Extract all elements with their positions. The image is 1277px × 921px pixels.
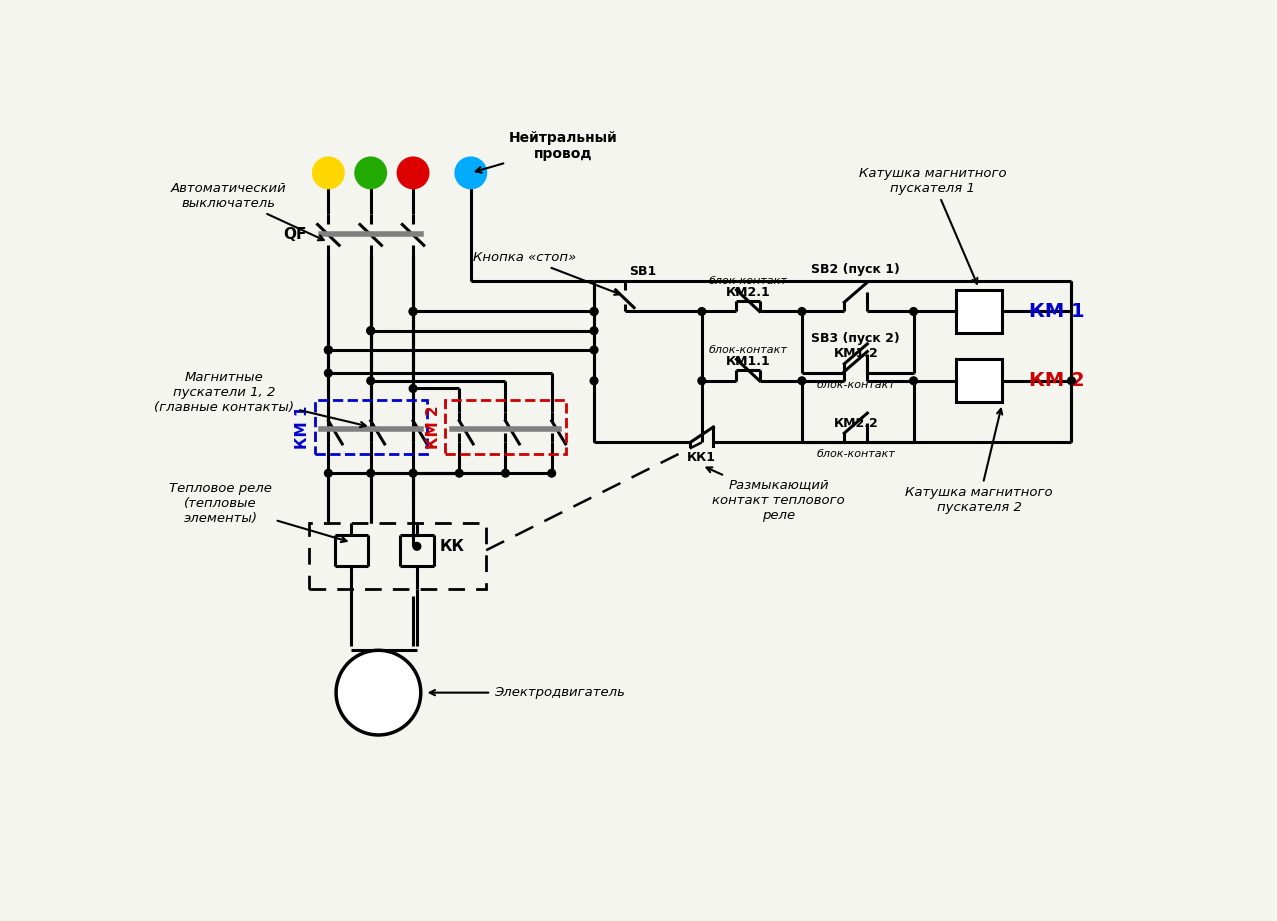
Circle shape: [409, 308, 416, 315]
Circle shape: [313, 157, 344, 188]
Text: КК1: КК1: [687, 451, 716, 464]
Circle shape: [355, 157, 386, 188]
Circle shape: [409, 470, 416, 477]
Circle shape: [324, 346, 332, 354]
Circle shape: [590, 377, 598, 385]
Circle shape: [590, 308, 598, 315]
FancyBboxPatch shape: [956, 290, 1002, 333]
Text: SB1: SB1: [628, 265, 656, 278]
Circle shape: [798, 377, 806, 385]
Text: блок-контакт: блок-контакт: [816, 379, 895, 390]
Text: Магнитные
пускатели 1, 2
(главные контакты): Магнитные пускатели 1, 2 (главные контак…: [155, 371, 365, 427]
Text: A: A: [323, 167, 333, 180]
Text: М: М: [368, 682, 389, 703]
Text: КМ 2: КМ 2: [1029, 371, 1084, 391]
Text: B: B: [366, 167, 375, 180]
Text: КМ 2: КМ 2: [425, 405, 441, 449]
Text: КМ1.1: КМ1.1: [725, 355, 770, 368]
Text: блок-контакт: блок-контакт: [816, 449, 895, 459]
Circle shape: [909, 377, 917, 385]
Circle shape: [590, 308, 598, 315]
Text: КМ2.1: КМ2.1: [725, 286, 770, 298]
Circle shape: [590, 327, 598, 334]
Text: Нейтральный
провод: Нейтральный провод: [476, 131, 618, 172]
Text: КМ1.2: КМ1.2: [834, 347, 879, 360]
Text: КК: КК: [441, 539, 465, 554]
Text: КМ 1: КМ 1: [1029, 302, 1084, 321]
Circle shape: [336, 650, 420, 735]
Circle shape: [366, 377, 374, 385]
Text: C: C: [409, 167, 418, 180]
Text: N: N: [466, 167, 476, 180]
Circle shape: [409, 385, 416, 392]
Text: Кнопка «стоп»: Кнопка «стоп»: [474, 251, 621, 295]
Text: Тепловое реле
(тепловые
элементы): Тепловое реле (тепловые элементы): [169, 483, 346, 542]
Text: КМ2.2: КМ2.2: [834, 416, 879, 429]
Circle shape: [909, 308, 917, 315]
Circle shape: [456, 157, 487, 188]
Text: SB3 (пуск 2): SB3 (пуск 2): [811, 332, 900, 345]
Circle shape: [502, 470, 510, 477]
Circle shape: [1068, 377, 1075, 385]
Text: Катушка магнитного
пускателя 2: Катушка магнитного пускателя 2: [905, 409, 1052, 514]
Circle shape: [366, 470, 374, 477]
Circle shape: [699, 308, 706, 315]
Text: КМ 1: КМ 1: [295, 405, 310, 449]
Circle shape: [590, 346, 598, 354]
Text: Размыкающий
контакт теплового
реле: Размыкающий контакт теплового реле: [706, 467, 845, 521]
Circle shape: [456, 470, 464, 477]
Text: Электродвигатель: Электродвигатель: [430, 686, 624, 699]
Text: блок-контакт: блок-контакт: [709, 345, 788, 355]
Circle shape: [699, 377, 706, 385]
Circle shape: [324, 346, 332, 354]
Circle shape: [324, 369, 332, 377]
Circle shape: [366, 327, 374, 334]
Circle shape: [366, 327, 374, 334]
Circle shape: [324, 470, 332, 477]
Text: QF: QF: [283, 227, 306, 242]
Text: SB2 (пуск 1): SB2 (пуск 1): [811, 262, 900, 275]
FancyBboxPatch shape: [956, 359, 1002, 402]
Circle shape: [798, 308, 806, 315]
Circle shape: [412, 542, 420, 550]
Circle shape: [548, 470, 555, 477]
Circle shape: [397, 157, 429, 188]
Text: Автоматический
выключатель: Автоматический выключатель: [170, 182, 324, 240]
Circle shape: [409, 308, 416, 315]
Text: Катушка магнитного
пускателя 1: Катушка магнитного пускателя 1: [859, 167, 1006, 284]
Text: блок-контакт: блок-контакт: [709, 275, 788, 286]
